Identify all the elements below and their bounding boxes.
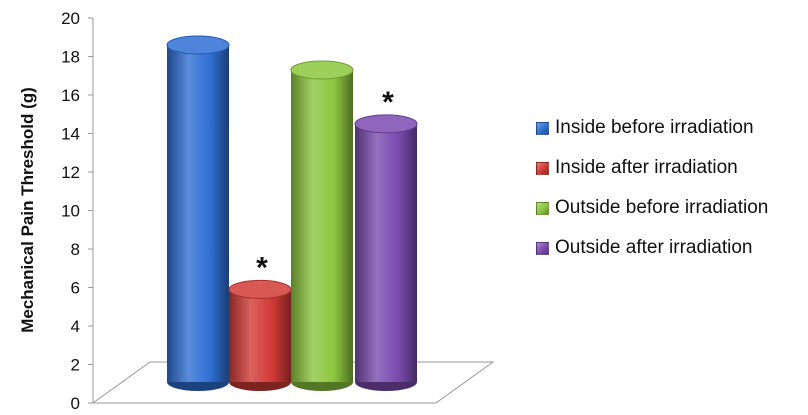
bar-body [167,44,229,382]
y-tick-label: 10 [61,202,80,221]
legend-item: Inside after irradiation [536,148,808,188]
y-tick-label: 18 [61,48,80,67]
legend-swatch [536,121,549,135]
y-tick-label: 20 [61,9,80,28]
legend-item: Inside before irradiation [536,108,808,148]
legend-swatch [536,241,549,255]
y-tick-label: 6 [71,279,80,298]
bar-body [229,289,291,382]
y-tick-label: 14 [61,125,80,144]
legend-label: Outside after irradiation [555,237,753,258]
bar [166,35,230,391]
bar-body [355,123,417,382]
y-tick-label: 4 [71,317,80,336]
y-axis-label: Mechanical Pain Threshold (g) [18,87,37,333]
legend-swatch [536,201,549,215]
legend-item: Outside after irradiation [536,228,808,268]
bar-top [354,114,418,134]
significance-marker: * [382,86,394,119]
bar-body [291,69,353,382]
legend: Inside before irradiation Inside after i… [536,108,808,268]
bar-top [290,60,354,80]
bar-top [166,35,230,55]
bar [354,114,418,391]
y-tick-label: 0 [71,394,80,410]
bar [228,279,292,391]
y-tick-label: 12 [61,163,80,182]
y-tick-label: 2 [71,356,80,375]
legend-swatch [536,161,549,175]
bar [290,60,354,391]
legend-item: Outside before irradiation [536,188,808,228]
legend-label: Inside after irradiation [555,157,738,178]
y-tick-label: 16 [61,86,80,105]
y-tick-label: 8 [71,240,80,259]
significance-marker: * [256,251,268,284]
legend-label: Outside before irradiation [555,197,769,218]
legend-label: Inside before irradiation [555,117,754,138]
